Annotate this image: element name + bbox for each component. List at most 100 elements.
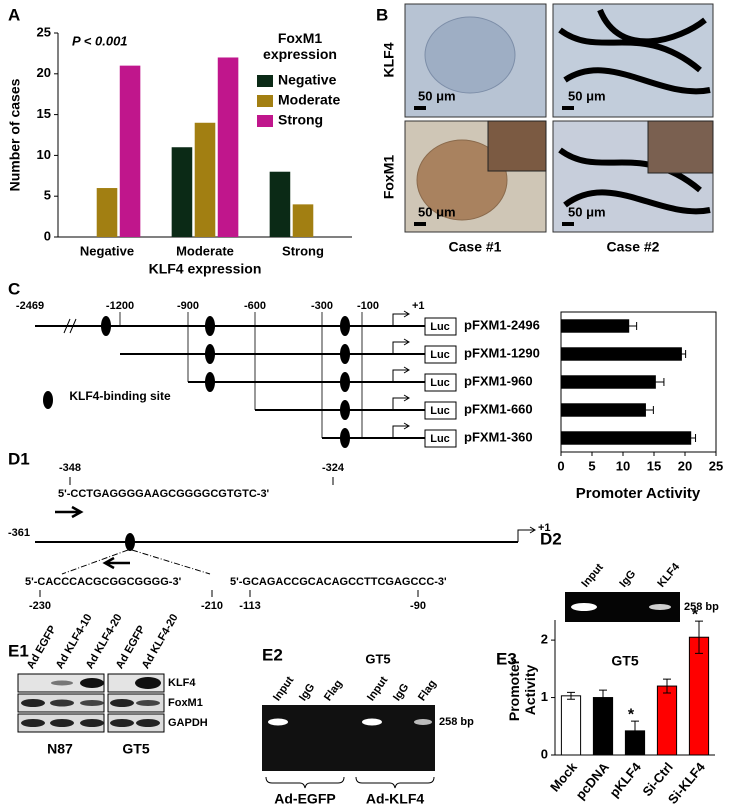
bar bbox=[292, 204, 314, 237]
band bbox=[21, 719, 45, 727]
position-label: -2469 bbox=[16, 300, 44, 312]
site-guide bbox=[61, 549, 211, 575]
band bbox=[135, 677, 161, 689]
gel-band bbox=[362, 718, 382, 726]
band bbox=[50, 719, 74, 727]
binding-legend: KLF4-binding site bbox=[69, 390, 171, 403]
bar bbox=[119, 65, 141, 237]
binding-site bbox=[101, 316, 111, 336]
x-tick-label: 20 bbox=[678, 458, 692, 473]
panel-label: D2 bbox=[540, 529, 562, 548]
lane-label: Ad KLF4-20 bbox=[140, 612, 181, 671]
x-tick-label: 25 bbox=[709, 458, 723, 473]
error-bar bbox=[695, 620, 703, 654]
y-tick-label: pFXM1-1290 bbox=[464, 345, 540, 360]
group-bracket bbox=[265, 776, 435, 789]
luc-box bbox=[424, 429, 457, 448]
band bbox=[50, 699, 74, 707]
position-label: +1 bbox=[538, 522, 551, 534]
tss-arrow bbox=[517, 526, 536, 542]
panel-label: A bbox=[8, 5, 20, 24]
scale-label: 50 μm bbox=[418, 88, 456, 103]
x-tick-label: 15 bbox=[647, 458, 661, 473]
y-tick-label: 20 bbox=[37, 65, 51, 80]
bar bbox=[217, 57, 239, 238]
tissue bbox=[424, 16, 516, 94]
band bbox=[110, 699, 134, 707]
break bbox=[63, 318, 77, 334]
y-axis-label: Number of cases bbox=[7, 78, 23, 191]
protein-label: GAPDH bbox=[168, 717, 208, 729]
legend-title-box: FoxM1 expression bbox=[263, 30, 337, 63]
y-axis-label: Promoter Activity bbox=[506, 658, 539, 722]
band bbox=[80, 678, 104, 688]
bar bbox=[561, 319, 630, 333]
band bbox=[136, 719, 160, 727]
tissue bbox=[416, 139, 508, 221]
binding-site bbox=[340, 372, 350, 392]
reporter: Luc bbox=[430, 321, 450, 333]
panel-label: E2 bbox=[262, 645, 283, 664]
x-axis-label: Promoter Activity bbox=[576, 485, 701, 502]
luc-box bbox=[424, 373, 457, 392]
inset bbox=[487, 120, 547, 172]
error-bar bbox=[638, 406, 654, 414]
y-tick-label: pFXM1-2496 bbox=[464, 317, 540, 332]
binding-site bbox=[340, 400, 350, 420]
legend-title: FoxM1 expression bbox=[263, 30, 337, 63]
panel-label: C bbox=[8, 279, 20, 298]
bar bbox=[96, 188, 118, 237]
scale-label: 50 μm bbox=[568, 88, 606, 103]
significance: * bbox=[692, 606, 699, 623]
band bbox=[80, 719, 104, 727]
bar bbox=[561, 347, 682, 361]
error-bar bbox=[647, 378, 665, 386]
bar bbox=[194, 122, 216, 237]
error-bar bbox=[678, 350, 687, 358]
lane-label: Input bbox=[365, 674, 390, 703]
luc-box bbox=[424, 345, 457, 364]
position-label: -324 bbox=[322, 462, 345, 474]
position-label: -90 bbox=[410, 600, 426, 612]
lane-label: IgG bbox=[297, 681, 317, 703]
column-label: Case #2 bbox=[607, 239, 660, 255]
legend-label: Strong bbox=[278, 112, 323, 128]
reporter: Luc bbox=[430, 377, 450, 389]
position-label: -210 bbox=[201, 600, 223, 612]
lane-label: Input bbox=[579, 561, 606, 590]
band bbox=[21, 699, 45, 707]
protein-label: FoxM1 bbox=[168, 697, 203, 709]
bar bbox=[592, 697, 614, 756]
lane-label: Flag bbox=[416, 678, 439, 703]
x-tick-label: pcDNA bbox=[573, 759, 613, 802]
sequence: 5'-CACCCACGCGGCGGGG-3' bbox=[25, 576, 182, 588]
inset bbox=[647, 120, 714, 174]
scale-bar bbox=[414, 222, 426, 226]
reporter: Luc bbox=[430, 349, 450, 361]
y-tick-label: pFXM1-960 bbox=[464, 373, 533, 388]
position-label: -300 bbox=[311, 300, 333, 312]
band bbox=[110, 719, 134, 727]
d1-diagram bbox=[35, 477, 536, 597]
cell-label: GT5 bbox=[122, 741, 149, 757]
row-label: KLF4 bbox=[381, 42, 397, 77]
luc-box bbox=[424, 401, 457, 420]
bar bbox=[561, 375, 656, 389]
lane-label: IgG bbox=[617, 568, 638, 590]
binding-site bbox=[205, 344, 215, 364]
bar bbox=[656, 685, 678, 756]
position-label: -1200 bbox=[106, 300, 134, 312]
primer-arrow bbox=[55, 505, 84, 519]
bar bbox=[560, 695, 582, 756]
position-label: -100 bbox=[357, 300, 379, 312]
legend-swatch bbox=[257, 115, 273, 127]
y-tick-label: pFXM1-360 bbox=[464, 429, 533, 444]
band bbox=[136, 700, 160, 706]
micrographs bbox=[404, 3, 714, 233]
error-bar bbox=[599, 689, 607, 706]
error-bar bbox=[686, 434, 697, 442]
y-tick-label: 25 bbox=[37, 24, 51, 39]
binding-site bbox=[340, 344, 350, 364]
group-label: Ad-EGFP bbox=[274, 791, 335, 807]
